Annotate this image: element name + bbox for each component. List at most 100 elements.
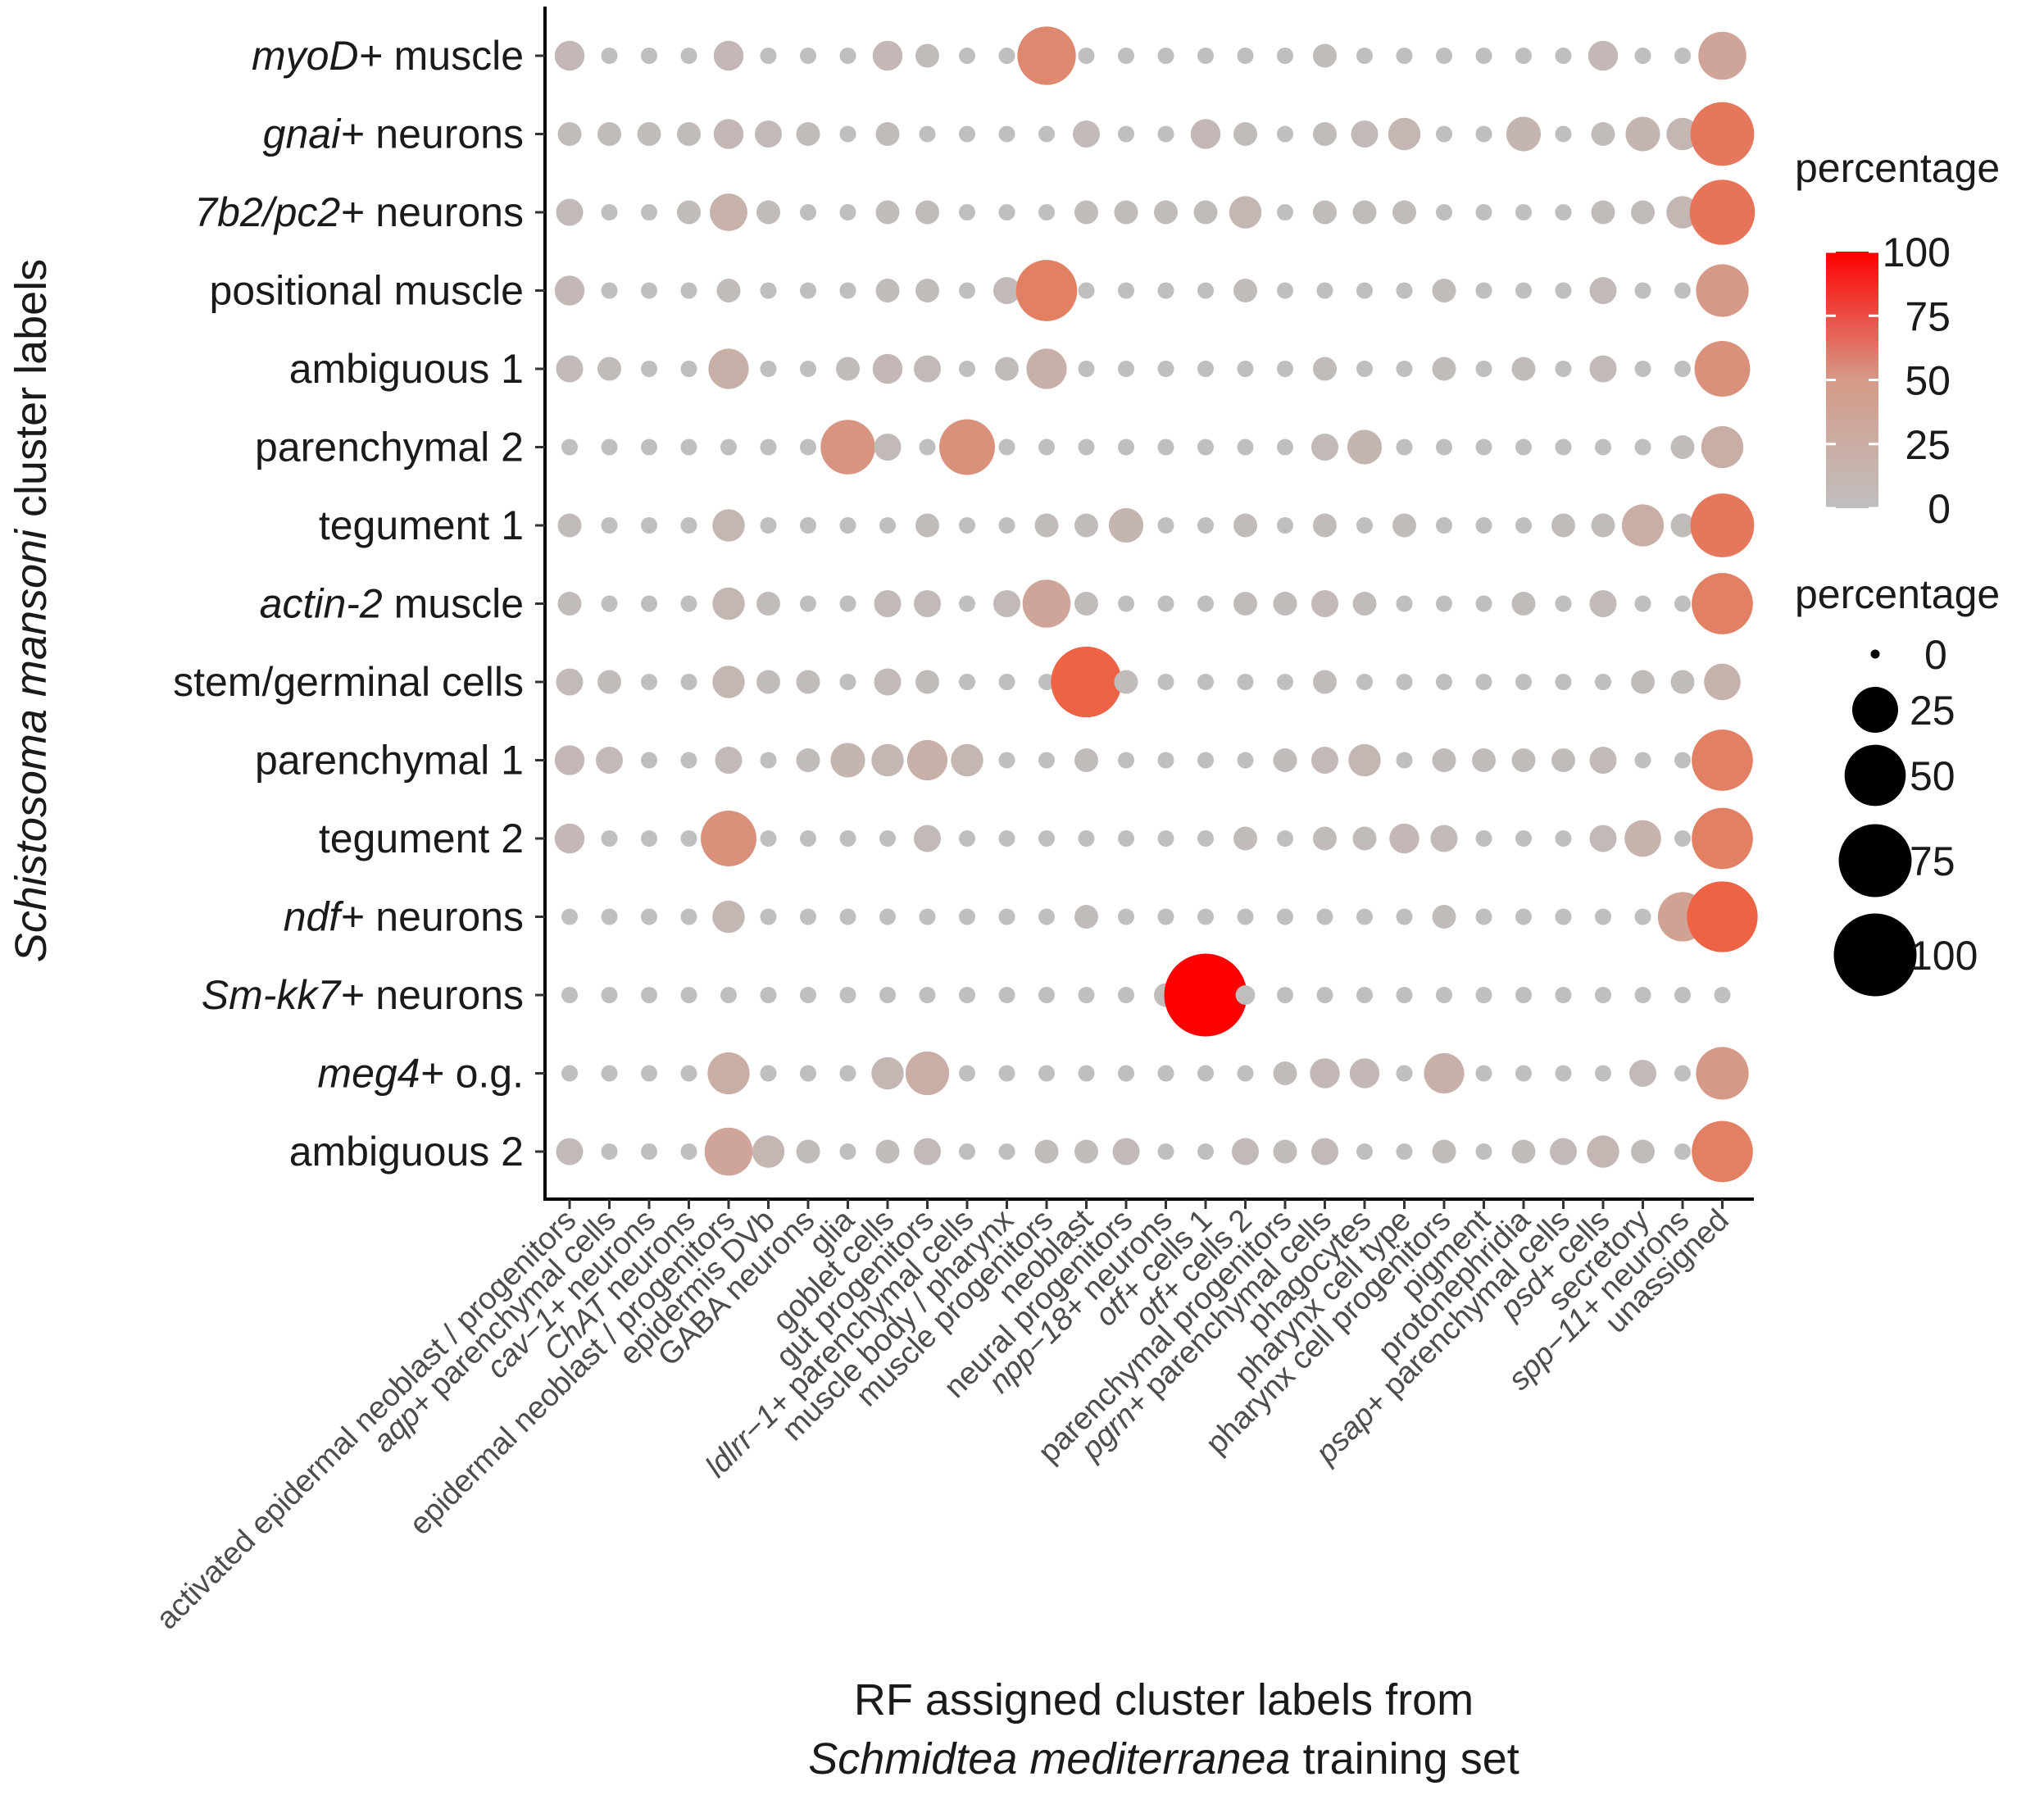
dot-7b2-pc2-neurons-epidermal-neoblast-progenitors (710, 193, 747, 231)
dot-tegument-2-secretory (1624, 820, 1661, 857)
dot-ambiguous-1-pigment (1475, 361, 1492, 377)
dot-gnai-neurons-protonephridia (1506, 116, 1542, 152)
dot-tegument-1-pharynx-cell-type (1392, 513, 1416, 538)
dot-tegument-1-muscle-progenitors (1034, 513, 1059, 538)
dot-sm-kk7-neurons-spp-11-neurons (1674, 987, 1691, 1003)
dot-stem-germinal-cells-secretory (1631, 670, 1655, 694)
dot-parenchymal-2-phagocytes (1347, 429, 1383, 465)
y-tick-label-tegument-1: tegument 1 (319, 502, 524, 548)
dot-tegument-2-pgrn-parenchymal-cells (1313, 826, 1337, 851)
dot-7b2-pc2-neurons-aqp-parenchymal-cells (601, 204, 618, 220)
dot-sm-kk7-neurons-ldlrr-1-parenchymal-cells (959, 987, 975, 1003)
dot-myod-muscle-activated-epidermal-neoblast-progenitors (554, 40, 585, 71)
y-axis-title-italic: Schistosoma mansoni (7, 528, 56, 962)
dot-parenchymal-1-psd-cells (1589, 746, 1617, 775)
dot-parenchymal-1-otf-cells-2 (1237, 752, 1254, 769)
dot-ambiguous-2-gaba-neurons (796, 1139, 820, 1164)
x-axis-title-line1: RF assigned cluster labels from (854, 1675, 1474, 1725)
dot-ambiguous-1-aqp-parenchymal-cells (597, 357, 621, 381)
dot-ambiguous-2-phagocytes (1356, 1143, 1373, 1160)
x-axis-title-rest: training set (1291, 1734, 1519, 1784)
dot-positional-muscle-protonephridia (1515, 282, 1532, 299)
dot-myod-muscle-phagocytes (1356, 48, 1373, 64)
dot-myod-muscle-psd-cells (1588, 40, 1619, 71)
dot-meg4-o-g-protonephridia (1515, 1065, 1532, 1082)
dot-gnai-neurons-gaba-neurons (796, 122, 820, 146)
dot-sm-kk7-neurons-secretory (1634, 987, 1651, 1003)
dot-stem-germinal-cells-activated-epidermal-neoblast-progenitors (556, 668, 584, 696)
dot-ndf-neurons-secretory (1634, 908, 1651, 925)
dot-7b2-pc2-neurons-phagocytes (1352, 200, 1377, 225)
dot-actin-2-muscle-aqp-parenchymal-cells (601, 595, 618, 612)
dot-ambiguous-2-pharynx-cell-progenitors (1432, 1139, 1456, 1164)
dot-tegument-2-pigment (1475, 830, 1492, 847)
dot-ambiguous-2-aqp-parenchymal-cells (601, 1143, 618, 1160)
dot-parenchymal-1-neoblast (1074, 748, 1098, 772)
dot-gnai-neurons-pigment (1475, 125, 1492, 143)
dot-ambiguous-1-goblet-cells (872, 353, 903, 384)
dot-ambiguous-2-protonephridia (1511, 1139, 1536, 1164)
dot-myod-muscle-epidermal-neoblast-progenitors (713, 40, 744, 71)
dot-actin-2-muscle-chat-neurons (680, 595, 697, 612)
dot-meg4-o-g-epidermal-neoblast-progenitors (707, 1052, 750, 1095)
size-legend-title: percentage (1795, 571, 2000, 617)
dot-tegument-1-cav-1-neurons (641, 517, 657, 534)
dot-sm-kk7-neurons-aqp-parenchymal-cells (601, 987, 618, 1003)
dot-sm-kk7-neurons-protonephridia (1515, 987, 1532, 1003)
dot-gnai-neurons-ldlrr-1-parenchymal-cells (959, 125, 975, 143)
dot-tegument-1-parenchymal-progenitors (1277, 517, 1293, 534)
dot-parenchymal-2-parenchymal-progenitors (1277, 439, 1293, 456)
dot-7b2-pc2-neurons-pigment (1475, 204, 1492, 220)
dot-sm-kk7-neurons-unassigned (1714, 987, 1731, 1003)
dot-ndf-neurons-epidermal-neoblast-progenitors (712, 900, 745, 934)
dot-sm-kk7-neurons-cav-1-neurons (641, 987, 657, 1003)
dot-parenchymal-2-neoblast (1078, 439, 1095, 456)
dot-positional-muscle-otf-cells-1 (1197, 282, 1214, 299)
dot-parenchymal-1-gut-progenitors (906, 739, 948, 781)
dot-gnai-neurons-activated-epidermal-neoblast-progenitors (557, 122, 582, 146)
dot-ambiguous-2-muscle-progenitors (1034, 1139, 1059, 1164)
dot-myod-muscle-ldlrr-1-parenchymal-cells (959, 48, 975, 64)
size-legend-dot-50 (1844, 744, 1906, 807)
dot-positional-muscle-aqp-parenchymal-cells (601, 282, 618, 299)
dot-tegument-2-otf-cells-2 (1233, 826, 1257, 851)
dot-meg4-o-g-psd-cells (1595, 1065, 1611, 1082)
dot-sm-kk7-neurons-parenchymal-progenitors (1277, 987, 1293, 1003)
y-tick-label-tegument-2: tegument 2 (319, 816, 524, 861)
dot-actin-2-muscle-otf-cells-1 (1197, 595, 1214, 612)
dot-gnai-neurons-neoblast (1072, 120, 1101, 148)
dot-myod-muscle-chat-neurons (680, 48, 697, 64)
dot-gnai-neurons-psd-cells (1591, 122, 1615, 146)
dot-tegument-2-unassigned (1692, 807, 1753, 870)
dot-meg4-o-g-npp-18-neurons (1157, 1065, 1174, 1082)
dot-ambiguous-2-pgrn-parenchymal-cells (1310, 1138, 1339, 1166)
dot-gnai-neurons-gut-progenitors (919, 125, 936, 143)
dot-7b2-pc2-neurons-gaba-neurons (800, 204, 816, 220)
dot-ndf-neurons-pgrn-parenchymal-cells (1316, 908, 1333, 925)
dot-ambiguous-2-pharynx-cell-type (1396, 1143, 1413, 1160)
dot-ambiguous-1-glia (836, 357, 860, 381)
dot-meg4-o-g-aqp-parenchymal-cells (601, 1065, 618, 1082)
dot-tegument-2-goblet-cells (879, 830, 896, 847)
dot-ndf-neurons-neural-progenitors (1118, 908, 1134, 925)
dot-tegument-1-aqp-parenchymal-cells (601, 517, 618, 534)
dot-sm-kk7-neurons-epidermal-neoblast-progenitors (720, 987, 737, 1003)
dot-actin-2-muscle-epidermis-dvb (756, 592, 780, 616)
dot-sm-kk7-neurons-pharynx-cell-progenitors (1436, 987, 1452, 1003)
dot-ambiguous-2-parenchymal-progenitors (1273, 1139, 1297, 1164)
dot-stem-germinal-cells-npp-18-neurons (1157, 674, 1174, 690)
dot-ndf-neurons-parenchymal-progenitors (1277, 908, 1293, 925)
dot-ambiguous-2-otf-cells-2 (1231, 1138, 1260, 1166)
dot-ambiguous-2-unassigned (1692, 1120, 1753, 1183)
dot-tegument-2-npp-18-neurons (1157, 830, 1174, 847)
dot-myod-muscle-muscle-body-pharynx (998, 48, 1015, 64)
dot-gnai-neurons-pgrn-parenchymal-cells (1313, 122, 1337, 146)
dot-meg4-o-g-pharynx-cell-type (1396, 1065, 1413, 1082)
dot-parenchymal-2-muscle-body-pharynx (998, 439, 1015, 456)
dot-ambiguous-2-secretory (1631, 1139, 1655, 1164)
dot-positional-muscle-psd-cells (1589, 276, 1617, 305)
dot-gnai-neurons-npp-18-neurons (1157, 125, 1174, 143)
dot-tegument-1-gut-progenitors (915, 513, 939, 538)
dot-positional-muscle-ldlrr-1-parenchymal-cells (959, 282, 975, 299)
dot-ambiguous-2-pigment (1475, 1143, 1492, 1160)
